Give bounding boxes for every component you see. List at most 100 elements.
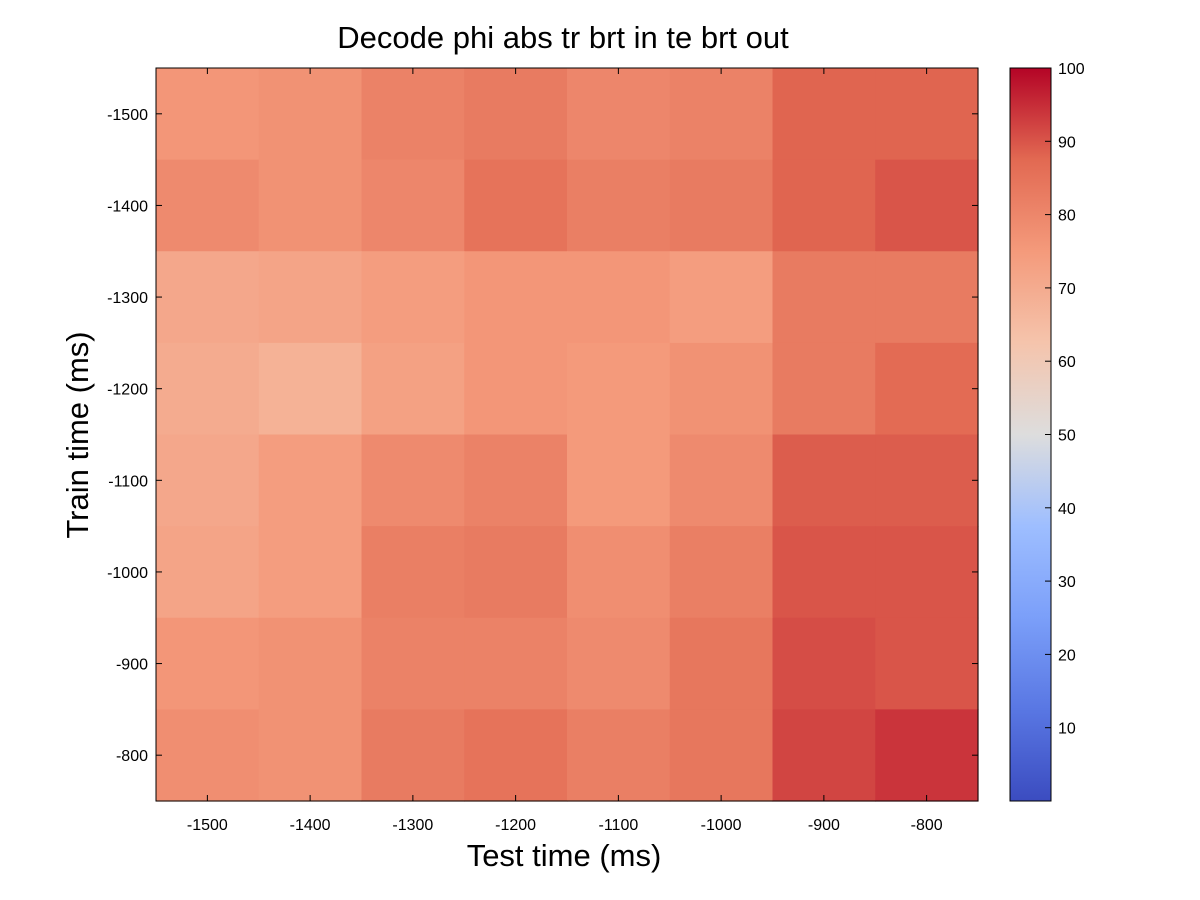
x-tick-label: -900 [808,817,840,834]
heatmap-cell [464,251,568,344]
heatmap-cell [464,709,568,802]
colorbar-tick-label: 30 [1058,574,1076,591]
colorbar-tick-label: 10 [1058,721,1076,738]
heatmap-cell [258,159,363,252]
heatmap-cell [669,434,774,527]
x-tick-label: -1300 [392,817,433,834]
heatmap-cell [258,251,363,344]
heatmap-cell [156,526,260,619]
colorbar-tick-label: 20 [1058,647,1076,664]
y-tick-label: -800 [116,748,148,765]
colorbar-tick-label: 40 [1058,501,1076,518]
heatmap-cell [258,68,363,161]
heatmap-cell [464,159,568,252]
x-tick-label: -1000 [701,817,742,834]
heatmap-cell [361,342,465,436]
heatmap-cell [258,434,363,527]
heatmap-cell [258,709,363,802]
y-tick-label: -1200 [107,382,148,399]
heatmap-cell [567,709,671,802]
heatmap-cell [361,526,465,619]
heatmap-cell [875,617,979,710]
x-axis-ticks: -1500 -1400 -1300 -1200 -1100 -1000 -900 -800 [187,68,943,834]
heatmap-cell [567,617,671,710]
y-tick-label: -900 [116,657,148,674]
heatmap-cell [156,434,260,527]
heatmap-cell [464,68,568,161]
heatmap-cell [567,251,671,344]
heatmap-cell [156,68,260,161]
heatmap-cell [875,526,979,619]
heatmap-cell [772,159,876,252]
heatmap-cell [772,251,876,344]
heatmap-cell [772,68,876,161]
heatmap-cell [669,159,774,252]
heatmap-cell [258,617,363,710]
heatmap-cell [361,434,465,527]
heatmap-cell [875,709,979,802]
heatmap-cell [464,617,568,710]
heatmap-cell [361,159,465,252]
y-axis-label: Train time (ms) [60,331,95,538]
heatmap-cell [464,342,568,436]
y-tick-label: -1400 [107,198,148,215]
x-tick-label: -1100 [599,817,639,834]
heatmap-cell [567,159,671,252]
heatmap-cell [567,342,671,436]
heatmap-cell [875,68,979,161]
y-tick-label: -1500 [107,107,148,124]
heatmap-cell [361,68,465,161]
heatmap-cell [567,68,671,161]
heatmap-cell [464,526,568,619]
heatmap-cell [772,434,876,527]
colorbar [1009,67,1052,802]
heatmap-cell [875,434,979,527]
heatmap-cell [156,617,260,710]
x-tick-label: -800 [911,817,943,834]
heatmap-cell [772,342,876,436]
colorbar-tick-label: 100 [1058,61,1085,78]
heatmap-cell [875,342,979,436]
heatmap-cell [772,709,876,802]
x-axis-label: Test time (ms) [467,838,662,873]
y-axis-ticks: -1500 -1400 -1300 -1200 -1100 -1000 -900 -800 [107,107,978,765]
plot-frame [155,67,979,802]
x-tick-label: -1400 [290,817,331,834]
heatmap-cell [669,251,774,344]
heatmap-cell [464,434,568,527]
heatmap-cell [567,434,671,527]
heatmap-cell [156,251,260,344]
x-tick-label: -1200 [495,817,536,834]
heatmap-cell [156,342,260,436]
chart-title: Decode phi abs tr brt in te brt out [337,20,789,55]
heatmap-cell [772,617,876,710]
heatmap-cell [669,342,774,436]
colorbar-tick-label: 90 [1058,134,1076,151]
colorbar-ticks: 10 20 30 40 50 60 70 80 90 100 [1045,61,1085,738]
heatmap-cell [772,526,876,619]
y-tick-label: -1300 [107,290,148,307]
heatmap-cell [361,709,465,802]
heatmap-cell [156,709,260,802]
colorbar-tick-label: 80 [1058,208,1076,225]
heatmap-cell [156,159,260,252]
colorbar-tick-label: 70 [1058,281,1076,298]
colorbar-tick-label: 60 [1058,354,1076,371]
heatmap-cells [156,68,979,802]
y-tick-label: -1100 [108,473,148,490]
heatmap-cell [361,617,465,710]
heatmap-cell [258,526,363,619]
heatmap-cell [669,526,774,619]
x-tick-label: -1500 [187,817,228,834]
heatmap-cell [875,159,979,252]
heatmap-cell [258,342,363,436]
colorbar-tick-label: 50 [1058,428,1076,445]
heatmap-cell [669,617,774,710]
heatmap-cell [361,251,465,344]
heatmap-cell [669,68,774,161]
heatmap-cell [875,251,979,344]
heatmap-cell [567,526,671,619]
y-tick-label: -1000 [107,565,148,582]
heatmap-cell [669,709,774,802]
